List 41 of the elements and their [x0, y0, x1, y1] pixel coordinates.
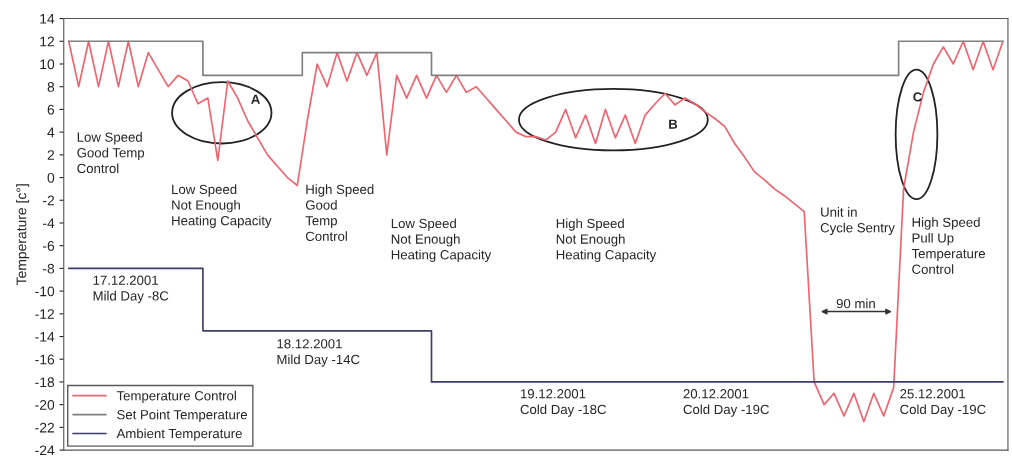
- annotation: High Speed Pull Up Temperature Control: [911, 217, 986, 274]
- annotation: 25.12.2001 Cold Day -19C: [900, 389, 986, 417]
- annotation: Low Speed Good Temp Control: [77, 132, 145, 174]
- y-tick-label: -6: [43, 241, 55, 251]
- legend-label: Set Point Temperature: [117, 409, 247, 422]
- y-tick-label: 14: [40, 14, 55, 24]
- y-tick-label: -12: [35, 309, 55, 319]
- line-series: [67, 40, 1004, 423]
- y-tick-label: 10: [40, 59, 55, 70]
- annotation: A: [251, 94, 260, 104]
- legend-label: Temperature Control: [116, 390, 236, 404]
- y-tick-label: -18: [35, 377, 55, 388]
- annotation: Unit in Cycle Sentry: [820, 207, 895, 236]
- annotation: 90 min: [836, 298, 875, 309]
- annotation: Low Speed Not Enough Heating Capacity: [391, 218, 492, 263]
- y-tick-label: 8: [47, 82, 55, 92]
- annotation: B: [669, 119, 678, 129]
- y-tick-label: 2: [47, 150, 55, 160]
- y-tick-label: -8: [43, 263, 55, 274]
- y-tick-label: -20: [35, 399, 55, 410]
- annotation: 19.12.2001 Cold Day -18C: [520, 389, 606, 417]
- annotation: 18.12.2001 Mild Day -14C: [277, 339, 360, 367]
- y-tick-label: 0: [47, 172, 55, 183]
- y-tick-label: 12: [40, 36, 55, 47]
- annotation: High Speed Not Enough Heating Capacity: [556, 218, 657, 263]
- annotation: C: [913, 92, 922, 102]
- y-tick-label: -4: [43, 218, 55, 228]
- y-tick-label: -22: [35, 422, 55, 433]
- y-axis-title: Temperature [c°]: [16, 184, 30, 286]
- y-tick-label: 6: [47, 104, 55, 115]
- annotation: High Speed Good Temp Control: [305, 184, 374, 241]
- annotation: Low Speed Not Enough Heating Capacity: [172, 184, 272, 228]
- y-tick-label: -10: [35, 286, 55, 297]
- y-tick-label: -16: [35, 354, 55, 365]
- annotation: 17.12.2001 Mild Day -8C: [93, 275, 169, 304]
- y-tick-label: -14: [35, 332, 55, 342]
- y-tick-label: -2: [43, 195, 55, 206]
- legend-label: Ambient Temperature: [116, 428, 242, 441]
- y-tick-label: 4: [47, 127, 55, 138]
- y-tick-label: -24: [35, 445, 55, 456]
- annotation: 20.12.2001 Cold Day -19C: [683, 389, 769, 417]
